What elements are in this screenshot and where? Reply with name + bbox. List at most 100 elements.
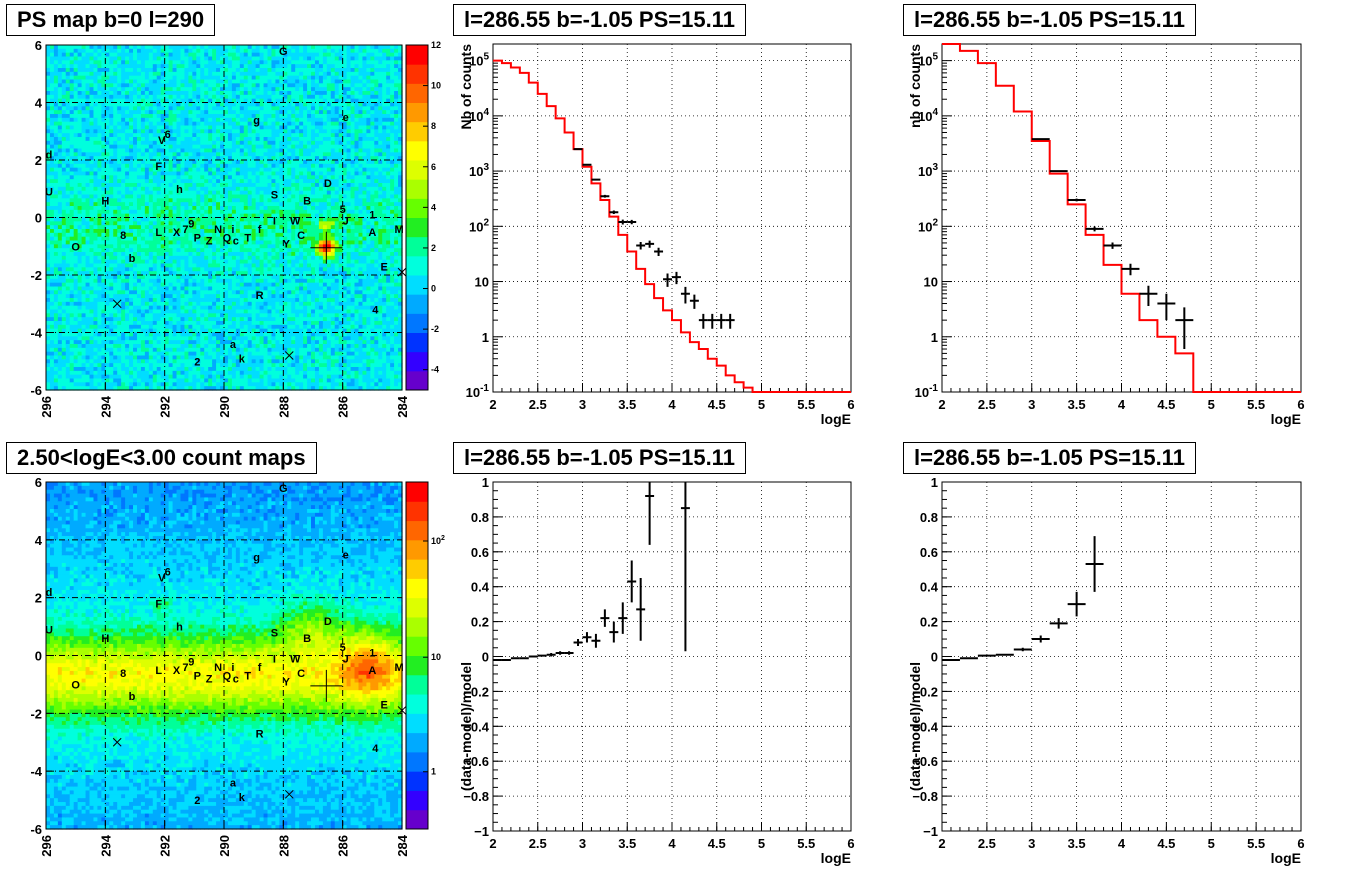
heatmap-cell (105, 317, 110, 322)
heatmap-cell (133, 240, 138, 245)
heatmap-cell (259, 240, 265, 245)
heatmap-cell (125, 248, 130, 253)
heatmap-cell (235, 140, 241, 146)
heatmap-cell (184, 252, 189, 257)
heatmap-cell (121, 244, 126, 249)
heatmap-cell (148, 171, 154, 176)
heatmap-cell (113, 294, 118, 299)
heatmap-cell (239, 175, 245, 180)
heatmap-cell (61, 282, 67, 288)
heatmap-cell (255, 370, 261, 376)
heatmap-cell (129, 114, 134, 119)
heatmap-cell (140, 91, 146, 96)
heatmap-cell (117, 355, 122, 360)
heatmap-cell (204, 232, 209, 238)
heatmap-cell (212, 79, 217, 84)
heatmap-cell (81, 324, 87, 330)
heatmap-cell (113, 64, 118, 69)
heatmap-cell (200, 252, 205, 257)
heatmap-cell (46, 317, 51, 322)
heatmap-cell (208, 217, 213, 222)
heatmap-cell (97, 317, 102, 322)
heatmap-cell (65, 321, 71, 326)
heatmap-cell (255, 156, 261, 161)
heatmap-cell (251, 267, 257, 272)
heatmap-cell (117, 298, 122, 303)
heatmap-cell (65, 79, 71, 84)
heatmap-cell (46, 68, 51, 73)
heatmap-cell (239, 332, 245, 337)
heatmap-cell (152, 248, 158, 253)
heatmap-cell (172, 144, 178, 150)
heatmap-cell (231, 347, 237, 353)
heatmap-cell (109, 167, 114, 173)
heatmap-cell (224, 336, 229, 341)
heatmap-cell (113, 232, 118, 238)
heatmap-cell (208, 317, 213, 322)
heatmap-cell (220, 114, 225, 119)
heatmap-cell (140, 209, 146, 215)
heatmap-cell (49, 209, 55, 215)
heatmap-cell (164, 83, 170, 88)
heatmap-cell (144, 129, 150, 134)
heatmap-cell (227, 179, 233, 184)
heatmap-cell (200, 202, 205, 207)
heatmap-cell (65, 171, 71, 176)
heatmap-cell (77, 355, 83, 360)
heatmap-cell (247, 202, 253, 207)
heatmap-cell (204, 382, 209, 387)
heatmap-cell (235, 347, 241, 353)
heatmap-cell (133, 298, 138, 303)
heatmap-cell (231, 183, 237, 188)
heatmap-cell (251, 332, 257, 337)
heatmap-cell (243, 175, 249, 180)
heatmap-cell (65, 56, 71, 61)
heatmap-cell (196, 71, 201, 77)
heatmap-cell (117, 194, 122, 199)
heatmap-cell (53, 171, 59, 176)
heatmap-cell (200, 259, 205, 265)
heatmap-cell (77, 75, 83, 81)
heatmap-cell (73, 298, 79, 303)
heatmap-cell (216, 194, 221, 199)
heatmap-cell (148, 267, 154, 272)
heatmap-cell (172, 48, 178, 54)
heatmap-cell (148, 321, 154, 326)
heatmap-cell (53, 98, 59, 104)
heatmap-cell (53, 271, 59, 276)
heatmap-cell (125, 298, 130, 303)
heatmap-cell (188, 110, 193, 115)
heatmap-cell (121, 190, 126, 196)
heatmap-cell (77, 56, 83, 61)
heatmap-cell (69, 225, 75, 230)
heatmap-cell (93, 374, 99, 380)
heatmap-cell (89, 263, 95, 268)
heatmap-cell (216, 167, 221, 173)
heatmap-cell (204, 129, 209, 134)
heatmap-cell (113, 98, 118, 104)
heatmap-cell (184, 64, 189, 69)
heatmap-cell (188, 328, 193, 334)
heatmap-cell (136, 83, 142, 88)
heatmap-cell (53, 175, 59, 180)
heatmap-cell (49, 144, 55, 150)
heatmap-cell (69, 56, 75, 61)
heatmap-cell (212, 229, 217, 234)
heatmap-cell (251, 252, 257, 257)
heatmap-cell (247, 160, 253, 165)
heatmap-cell (69, 140, 75, 146)
heatmap-cell (105, 271, 110, 276)
heatmap-cell (97, 286, 102, 291)
heatmap-cell (136, 370, 142, 376)
heatmap-cell (220, 121, 225, 127)
heatmap-cell (184, 328, 189, 334)
heatmap-cell (129, 206, 134, 211)
heatmap-cell (188, 186, 193, 192)
heatmap-cell (176, 110, 182, 115)
heatmap-cell (144, 317, 150, 322)
heatmap-cell (184, 209, 189, 215)
heatmap-cell (125, 144, 130, 150)
heatmap-cell (97, 87, 102, 92)
heatmap-cell (212, 125, 217, 130)
heatmap-cell (251, 91, 257, 96)
